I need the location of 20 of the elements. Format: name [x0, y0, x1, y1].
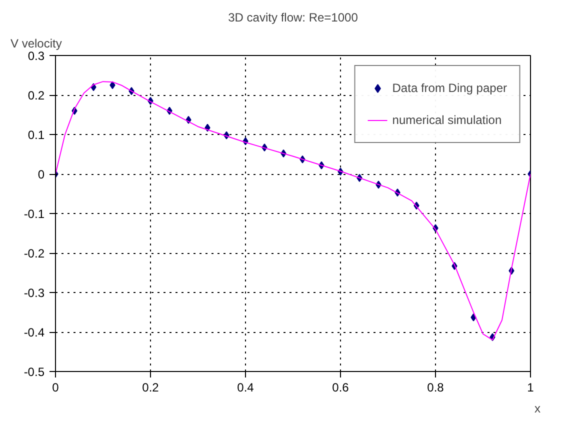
x-tick-label: 0 — [52, 380, 60, 394]
x-tick-label: 0.8 — [427, 380, 444, 394]
y-tick-label: 0.3 — [28, 49, 45, 63]
y-tick-label: -0.3 — [24, 286, 45, 300]
chart-title: 3D cavity flow: Re=1000 — [228, 10, 358, 24]
y-tick-label: 0.2 — [28, 88, 45, 102]
legend-label: Data from Ding paper — [392, 81, 507, 95]
y-tick-label: -0.4 — [24, 326, 45, 340]
y-tick-label: 0 — [38, 168, 45, 182]
x-tick-label: 0.4 — [237, 380, 254, 394]
y-tick-label: -0.1 — [24, 207, 45, 221]
y-axis-title: V velocity — [10, 36, 62, 50]
y-tick-label: -0.2 — [24, 246, 45, 260]
x-tick-label: 0.6 — [332, 380, 350, 394]
legend-label: numerical simulation — [392, 113, 502, 127]
x-tick-label: 1 — [527, 380, 534, 394]
x-tick-label: 0.2 — [142, 380, 160, 394]
x-axis-title: x — [534, 402, 540, 416]
y-tick-label: -0.5 — [24, 365, 45, 379]
y-tick-label: 0.1 — [28, 128, 45, 142]
